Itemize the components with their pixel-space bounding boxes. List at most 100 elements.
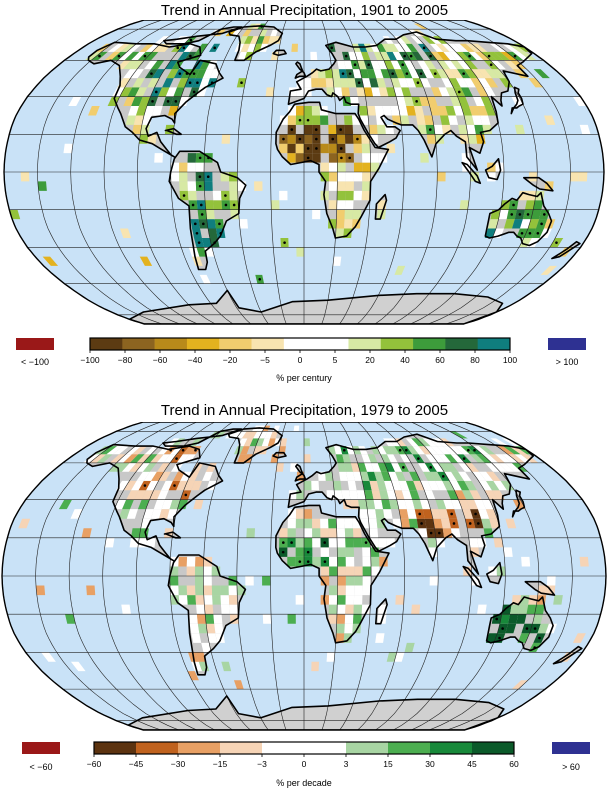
trend-cell xyxy=(169,499,181,510)
trend-cell xyxy=(195,162,205,172)
trend-cell xyxy=(375,633,385,643)
trend-cell xyxy=(503,547,513,557)
trend-cell xyxy=(279,190,288,201)
trend-cell xyxy=(435,499,447,510)
trend-cell xyxy=(196,247,207,257)
trend-cell xyxy=(490,60,506,70)
significance-dot xyxy=(344,54,348,58)
trend-cell xyxy=(461,153,471,163)
trend-cell xyxy=(344,209,354,220)
significance-dot xyxy=(339,147,343,150)
trend-cell xyxy=(279,528,288,538)
trend-cell xyxy=(344,219,353,229)
trend-cell xyxy=(203,595,213,605)
map-border xyxy=(3,20,605,325)
above-range-label: > 60 xyxy=(562,762,580,772)
trend-cell xyxy=(133,490,147,500)
trend-cell xyxy=(374,471,385,481)
trend-cell xyxy=(147,78,160,88)
significance-dot xyxy=(281,550,285,554)
trend-cell xyxy=(249,438,259,447)
trend-cell xyxy=(337,595,346,605)
trend-cell xyxy=(339,471,348,481)
trend-cell xyxy=(393,87,404,97)
trend-cell xyxy=(421,36,436,44)
trend-cell xyxy=(443,69,456,79)
trend-cell xyxy=(365,499,376,510)
trend-cell xyxy=(176,480,188,491)
trend-cell xyxy=(531,209,542,220)
trend-cell xyxy=(526,604,537,615)
trend-cell xyxy=(424,446,438,455)
trend-cell xyxy=(149,454,164,463)
trend-cell xyxy=(488,454,505,463)
trend-cell xyxy=(345,604,354,615)
trend-cell xyxy=(332,256,342,266)
trend-cell xyxy=(495,454,512,463)
trend-cell xyxy=(264,431,273,439)
trend-cell xyxy=(436,51,451,61)
trend-cell xyxy=(406,106,416,116)
trend-cell xyxy=(376,115,386,125)
colorbar-segment xyxy=(136,742,179,754)
coastline xyxy=(163,531,182,539)
trend-cell xyxy=(404,642,415,653)
trend-cell xyxy=(453,43,469,52)
trend-cell xyxy=(349,490,359,500)
significance-dot xyxy=(422,46,426,50)
significance-dot xyxy=(182,46,186,50)
significance-dot xyxy=(536,231,540,235)
trend-cell xyxy=(345,172,354,182)
trend-cell xyxy=(353,143,363,154)
trend-cell xyxy=(150,509,162,519)
trend-cell xyxy=(337,172,346,182)
colorbar-segment xyxy=(122,338,155,350)
trend-cell xyxy=(68,96,82,107)
trend-cell xyxy=(195,585,204,596)
below-range-label: < −60 xyxy=(29,762,53,772)
trend-cell xyxy=(432,518,443,529)
trend-cell xyxy=(405,43,418,52)
trend-cell xyxy=(130,60,145,70)
trend-cell xyxy=(256,36,265,44)
trend-cell xyxy=(130,528,141,538)
trend-cell xyxy=(460,87,473,97)
significance-dot xyxy=(468,522,472,525)
trend-cell xyxy=(295,547,304,557)
trend-cell xyxy=(553,595,563,605)
trend-cell xyxy=(352,528,362,538)
significance-dot xyxy=(192,72,196,75)
trend-cell xyxy=(347,78,357,88)
trend-cell xyxy=(189,623,200,634)
trend-cell xyxy=(443,499,455,510)
trend-cell xyxy=(42,256,59,266)
trend-cell xyxy=(578,172,588,182)
trend-cell xyxy=(325,78,334,88)
trend-cell xyxy=(464,462,480,472)
significance-dot xyxy=(348,156,351,160)
significance-dot xyxy=(176,46,180,50)
trend-cell xyxy=(468,51,484,61)
trend-cell xyxy=(445,87,458,97)
significance-dot xyxy=(512,203,515,207)
trend-cell xyxy=(396,499,407,510)
trend-cell xyxy=(86,585,96,596)
trend-cell xyxy=(448,78,461,88)
significance-dot xyxy=(409,54,413,58)
colorbar-tick-label: 60 xyxy=(509,759,519,769)
trend-cell xyxy=(437,454,452,463)
trend-cell xyxy=(459,200,469,210)
trend-cell xyxy=(342,454,351,463)
trend-cell xyxy=(70,661,86,672)
significance-dot xyxy=(401,63,404,67)
trend-cell xyxy=(230,431,242,439)
trend-cell xyxy=(240,43,251,52)
significance-dot xyxy=(188,81,192,85)
colorbar-tick-label: −15 xyxy=(213,759,228,769)
trend-cell xyxy=(203,585,213,596)
significance-dot xyxy=(457,90,461,94)
trend-cell xyxy=(205,200,214,210)
trend-cell xyxy=(345,585,355,596)
coastline xyxy=(272,451,287,459)
significance-dot xyxy=(218,222,221,226)
